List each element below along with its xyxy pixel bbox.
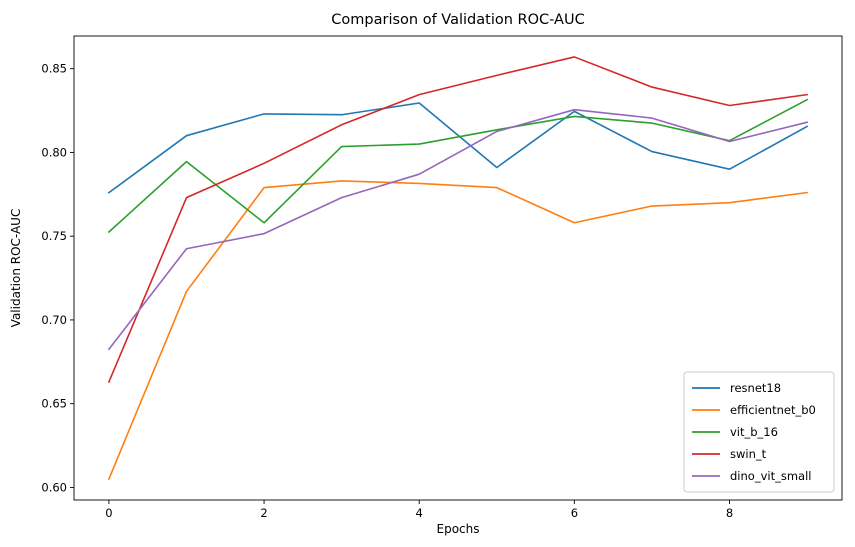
x-tick-label: 8 <box>726 506 733 520</box>
legend-label-efficientnet_b0: efficientnet_b0 <box>730 403 816 417</box>
x-tick-label: 2 <box>260 506 267 520</box>
legend-label-swin_t: swin_t <box>730 447 767 461</box>
legend-label-vit_b_16: vit_b_16 <box>730 425 778 439</box>
chart-title: Comparison of Validation ROC-AUC <box>331 12 584 28</box>
x-axis-label: Epochs <box>437 522 480 536</box>
y-tick-label: 0.60 <box>41 480 67 494</box>
y-axis-label: Validation ROC-AUC <box>9 209 23 328</box>
legend-box <box>683 371 835 493</box>
series-line-vit_b_16 <box>107 98 809 234</box>
series-line-dino_vit_small <box>107 108 809 351</box>
series-line-efficientnet_b0 <box>107 180 808 481</box>
x-tick-label: 4 <box>416 506 423 520</box>
axes-layer: 0 2 4 6 8 0.60 0.65 0.70 0.75 0.80 0.85 <box>41 35 843 520</box>
axes-frame <box>73 35 843 501</box>
legend-label-dino_vit_small: dino_vit_small <box>730 469 811 483</box>
y-tick-label: 0.70 <box>41 313 67 327</box>
x-tick-label: 0 <box>105 506 112 520</box>
y-tick-label: 0.85 <box>41 62 67 76</box>
legend-label-resnet18: resnet18 <box>730 381 781 395</box>
legend: resnet18 efficientnet_b0 vit_b_16 swin_tdin… <box>683 371 835 493</box>
series-line-swin_t <box>107 56 808 383</box>
y-tick-label: 0.80 <box>41 145 67 159</box>
series-line-resnet18 <box>107 102 809 194</box>
y-tick-label: 0.65 <box>41 397 67 411</box>
y-tick-label: 0.75 <box>41 229 67 243</box>
series-layer <box>107 56 809 481</box>
x-tick-label: 6 <box>571 506 578 520</box>
